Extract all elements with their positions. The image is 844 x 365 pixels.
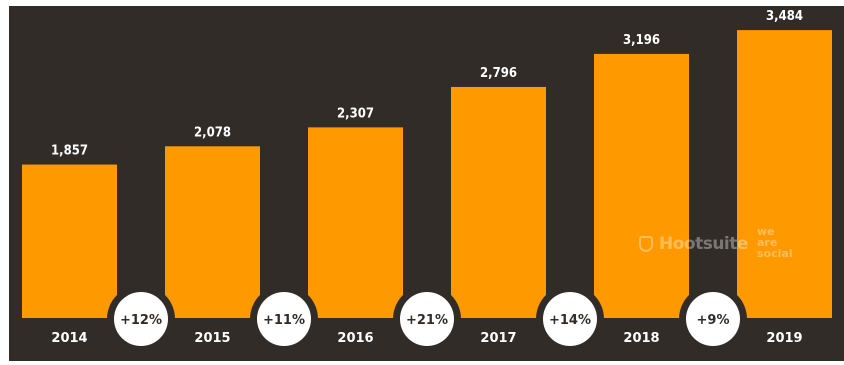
bar-2014 [22,164,117,318]
watermark: Hootsuite we are social [639,226,809,276]
value-label-2015: 2,078 [194,125,231,140]
category-label-2014: 2014 [51,331,87,346]
bar-2015 [165,146,260,318]
value-label-2019: 3,484 [766,9,803,24]
growth-bubble-2 [257,292,311,346]
growth-label-1: +12% [120,313,162,328]
growth-label-2: +11% [263,313,305,328]
growth-bubble-1 [114,292,168,346]
value-label-2017: 2,796 [480,66,517,81]
growth-label-5: +9% [697,313,730,328]
growth-label-4: +14% [549,313,591,328]
value-label-2014: 1,857 [51,144,88,159]
chart-panel: 1,857 2014 2,078 2015 2,307 2016 2,796 2017 3,19… [9,6,844,361]
bar-2019 [737,30,832,319]
growth-bubble-5 [686,292,740,346]
owl-logo-icon [639,236,653,252]
watermark-partner: we are social [757,225,793,260]
value-label-2018: 3,196 [623,33,660,48]
watermark-brand: Hootsuite [659,234,748,254]
bar-2017 [451,86,546,319]
bar-2016 [308,127,403,318]
value-label-2016: 2,307 [337,106,374,121]
category-label-2015: 2015 [194,331,230,346]
bar-chart: 1,857 2014 2,078 2015 2,307 2016 2,796 2017 3,19… [22,9,832,353]
bar-2018 [594,53,689,318]
category-label-2019: 2019 [766,331,802,346]
category-label-2018: 2018 [623,331,659,346]
category-label-2017: 2017 [480,331,516,346]
category-label-2016: 2016 [337,331,373,346]
growth-bubble-3 [400,292,454,346]
growth-label-3: +21% [406,313,448,328]
growth-bubble-4 [543,292,597,346]
